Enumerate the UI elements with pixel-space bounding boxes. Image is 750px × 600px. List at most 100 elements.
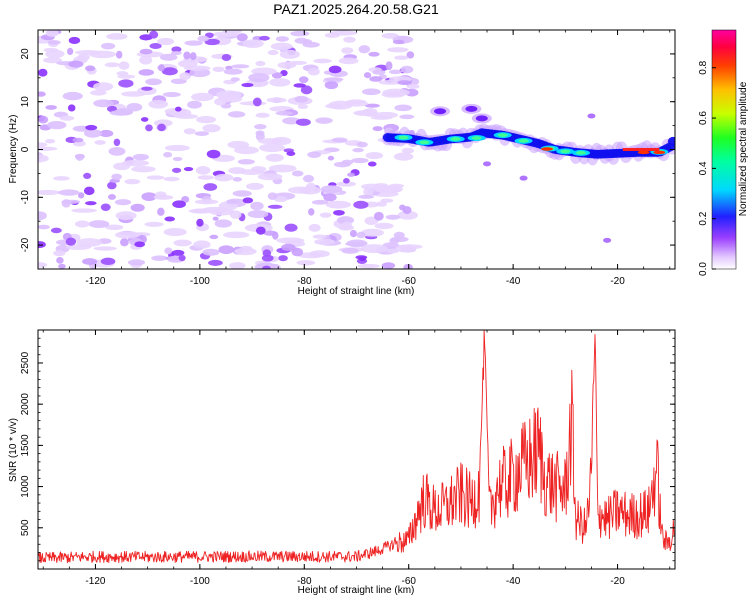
- snr-x-tick-label: -120: [85, 576, 105, 587]
- snr-y-tick-label: 2500: [20, 351, 31, 374]
- noise-blob: [212, 66, 225, 73]
- noise-blob: [296, 260, 316, 266]
- noise-blob: [108, 147, 126, 156]
- noise-blob: [267, 204, 283, 209]
- noise-blob: [255, 226, 266, 235]
- noise-blob: [382, 88, 410, 97]
- noise-blob: [77, 192, 85, 199]
- noise-blob: [202, 248, 220, 256]
- noise-blob: [290, 30, 310, 37]
- noise-blob: [392, 39, 405, 45]
- noise-blob: [109, 110, 132, 116]
- noise-blob: [38, 146, 58, 151]
- noise-blob: [395, 244, 417, 253]
- noise-blob: [157, 37, 175, 46]
- isolated-blip: [603, 237, 612, 243]
- noise-blob: [308, 208, 315, 216]
- noise-blob: [251, 166, 267, 173]
- noise-blob: [131, 165, 156, 173]
- snr-x-axis-title: Height of straight line (km): [298, 585, 415, 596]
- noise-blob: [234, 247, 257, 256]
- spectrogram-y-ticks: -20 -10 0 10 20: [20, 29, 675, 270]
- noise-blob: [184, 40, 203, 46]
- noise-blob: [178, 254, 186, 262]
- noise-blob: [45, 105, 57, 110]
- noise-blob: [360, 228, 385, 237]
- noise-blob: [269, 78, 291, 87]
- noise-blob: [100, 203, 111, 211]
- noise-blob: [252, 81, 268, 86]
- noise-blob: [157, 123, 166, 132]
- noise-blob: [132, 153, 149, 161]
- noise-blob: [115, 50, 123, 59]
- noise-blob: [68, 60, 84, 68]
- noise-blob: [333, 209, 345, 216]
- noise-blob: [271, 72, 283, 79]
- snr-y-axis-title: SNR (10 * v/v): [8, 418, 19, 482]
- noise-blob: [293, 83, 306, 88]
- snr-series-line: [38, 330, 675, 564]
- spectrogram-y-tick-label: -10: [20, 190, 31, 205]
- noise-blob: [214, 219, 232, 228]
- noise-blob: [223, 231, 250, 239]
- noise-blob: [399, 114, 415, 120]
- snr-panel: -120 -100 -80 -60 -40 -20 500 1000 1500 2000 2500…: [8, 329, 676, 596]
- noise-blob: [387, 47, 409, 53]
- spectrogram-x-tick-label: -80: [297, 276, 312, 287]
- noise-blob: [151, 255, 168, 261]
- noise-blob: [229, 262, 246, 269]
- noise-blob: [124, 178, 141, 185]
- noise-blob: [61, 199, 81, 204]
- noise-blob: [164, 144, 190, 152]
- snr-x-tick-label: -40: [506, 576, 521, 587]
- noise-blob: [231, 64, 250, 69]
- noise-blob: [265, 153, 284, 162]
- noise-blob: [83, 172, 92, 180]
- noise-blob: [338, 57, 359, 65]
- noise-blob: [309, 250, 330, 258]
- noise-blob: [247, 210, 269, 219]
- spectrogram-y-tick-label: 0: [20, 146, 31, 152]
- noise-blob: [208, 259, 223, 266]
- noise-blob: [115, 211, 137, 220]
- noise-blob: [141, 192, 157, 201]
- noise-blob: [394, 104, 412, 112]
- noise-blob: [45, 138, 56, 144]
- noise-blob: [324, 81, 339, 90]
- noise-blob: [364, 103, 380, 108]
- noise-blob: [371, 185, 391, 192]
- noise-blob: [363, 187, 374, 196]
- noise-blob: [347, 172, 355, 177]
- noise-blob: [170, 78, 187, 85]
- noise-blob: [284, 223, 298, 232]
- noise-blob: [173, 239, 192, 247]
- noise-blob: [369, 76, 383, 82]
- ridge-spot-inner: [450, 137, 461, 141]
- noise-blob: [116, 71, 129, 76]
- noise-blob: [320, 185, 343, 194]
- noise-blob: [158, 64, 165, 72]
- noise-blob: [68, 36, 81, 45]
- noise-blob: [172, 167, 182, 173]
- ridge-spot-inner: [560, 149, 571, 154]
- noise-blob: [291, 247, 304, 257]
- noise-blob: [38, 224, 50, 230]
- colorbar-frame: [711, 29, 737, 270]
- noise-blob: [246, 182, 264, 190]
- noise-blob: [38, 154, 49, 163]
- noise-blob: [58, 263, 66, 269]
- noise-blob: [183, 128, 196, 135]
- spectrogram-x-tick-label: -40: [506, 276, 521, 287]
- noise-blob: [121, 159, 150, 167]
- noise-blob: [177, 59, 198, 68]
- noise-blob: [255, 112, 270, 118]
- noise-blob: [356, 231, 366, 239]
- noise-blob: [172, 200, 186, 208]
- noise-blob: [372, 126, 383, 132]
- noise-blob: [161, 67, 178, 76]
- noise-blob: [232, 177, 243, 182]
- noise-blob: [111, 173, 122, 181]
- noise-blob: [101, 42, 116, 50]
- noise-blob: [282, 117, 301, 125]
- noise-blob: [353, 110, 377, 116]
